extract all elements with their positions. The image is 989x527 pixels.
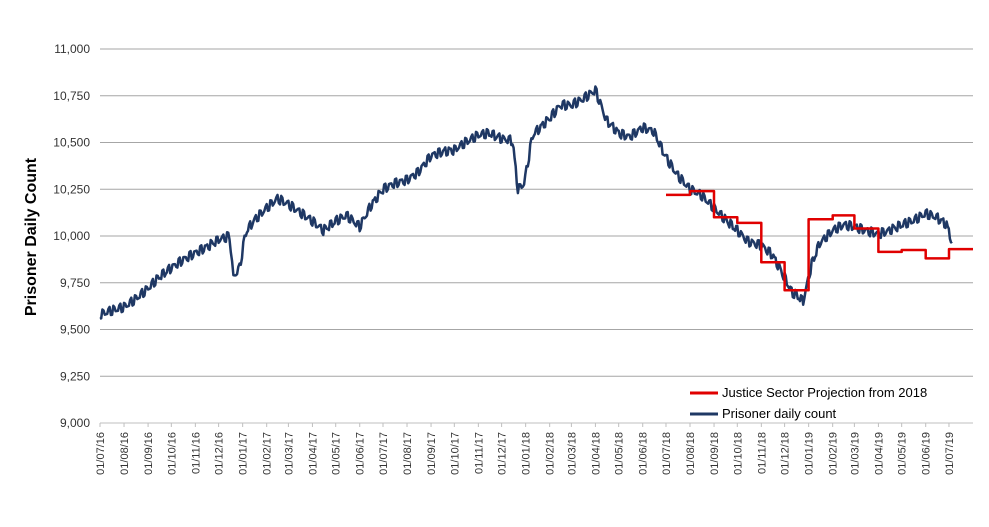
x-tick-label: 01/05/19 [897,432,909,475]
x-tick-label: 01/10/17 [449,432,461,475]
x-tick-label: 01/05/17 [331,432,343,475]
y-tick-label: 10,500 [53,136,90,150]
x-tick-label: 01/08/16 [119,432,131,475]
x-tick-label: 01/03/18 [566,432,578,475]
y-tick-label: 9,500 [60,323,90,337]
y-tick-label: 10,250 [53,182,90,196]
x-tick-label: 01/04/18 [590,432,602,475]
x-tick-label: 01/02/17 [262,432,274,475]
y-tick-label: 9,000 [60,416,90,430]
series-line-projection [666,189,973,292]
x-tick-label: 01/09/18 [709,432,721,475]
x-tick-label: 01/08/17 [402,432,414,475]
x-tick-label: 01/02/18 [545,432,557,475]
x-tick-label: 01/09/16 [143,432,155,475]
x-tick-label: 01/11/17 [473,432,485,474]
x-tick-label: 01/09/17 [426,432,438,475]
x-tick-label: 01/07/17 [378,432,390,475]
x-tick-label: 01/03/19 [849,432,861,475]
x-axis-ticks: 01/07/16 01/08/16 01/09/16 01/10/16 01/11/16… [95,423,956,475]
x-tick-label: 01/01/19 [804,432,816,475]
x-tick-label: 01/07/19 [944,432,956,475]
y-tick-label: 9,250 [60,369,90,383]
x-tick-label: 01/11/16 [190,432,202,474]
y-tick-label: 10,750 [53,89,90,103]
series-line-daily-count [99,85,953,321]
x-tick-label: 01/04/17 [307,432,319,475]
x-tick-label: 01/03/17 [283,432,295,475]
x-tick-label: 01/01/17 [238,432,250,475]
y-tick-label: 11,000 [54,42,90,56]
x-tick-label: 01/07/18 [661,432,673,475]
x-tick-label: 01/12/16 [214,432,226,475]
x-tick-label: 01/12/18 [780,432,792,475]
x-tick-label: 01/05/18 [614,432,626,475]
x-tick-label: 01/06/17 [355,432,367,475]
legend-label-projection: Justice Sector Projection from 2018 [722,385,927,400]
x-tick-label: 01/07/16 [95,432,107,475]
y-tick-label: 10,000 [53,229,90,243]
x-tick-label: 01/02/19 [828,432,840,475]
series-layer [99,85,973,321]
x-tick-label: 01/10/16 [166,432,178,475]
y-axis-label: Prisoner Daily Count [23,157,40,316]
x-tick-label: 01/12/17 [497,432,509,475]
y-axis-ticks: 9,000 9,250 9,500 9,750 10,000 10,250 10,500 10… [53,42,90,430]
x-tick-label: 01/06/18 [638,432,650,475]
y-tick-label: 9,750 [60,276,90,290]
x-tick-label: 01/06/19 [921,432,933,475]
legend-label-daily-count: Prisoner daily count [722,406,837,421]
x-tick-label: 01/01/18 [521,432,533,475]
x-tick-label: 01/08/18 [685,432,697,475]
legend: Justice Sector Projection from 2018 Pris… [690,385,927,421]
gridlines [100,48,973,377]
x-tick-label: 01/04/19 [873,432,885,475]
x-tick-label: 01/10/18 [732,432,744,475]
x-tick-label: 01/11/18 [756,432,768,474]
